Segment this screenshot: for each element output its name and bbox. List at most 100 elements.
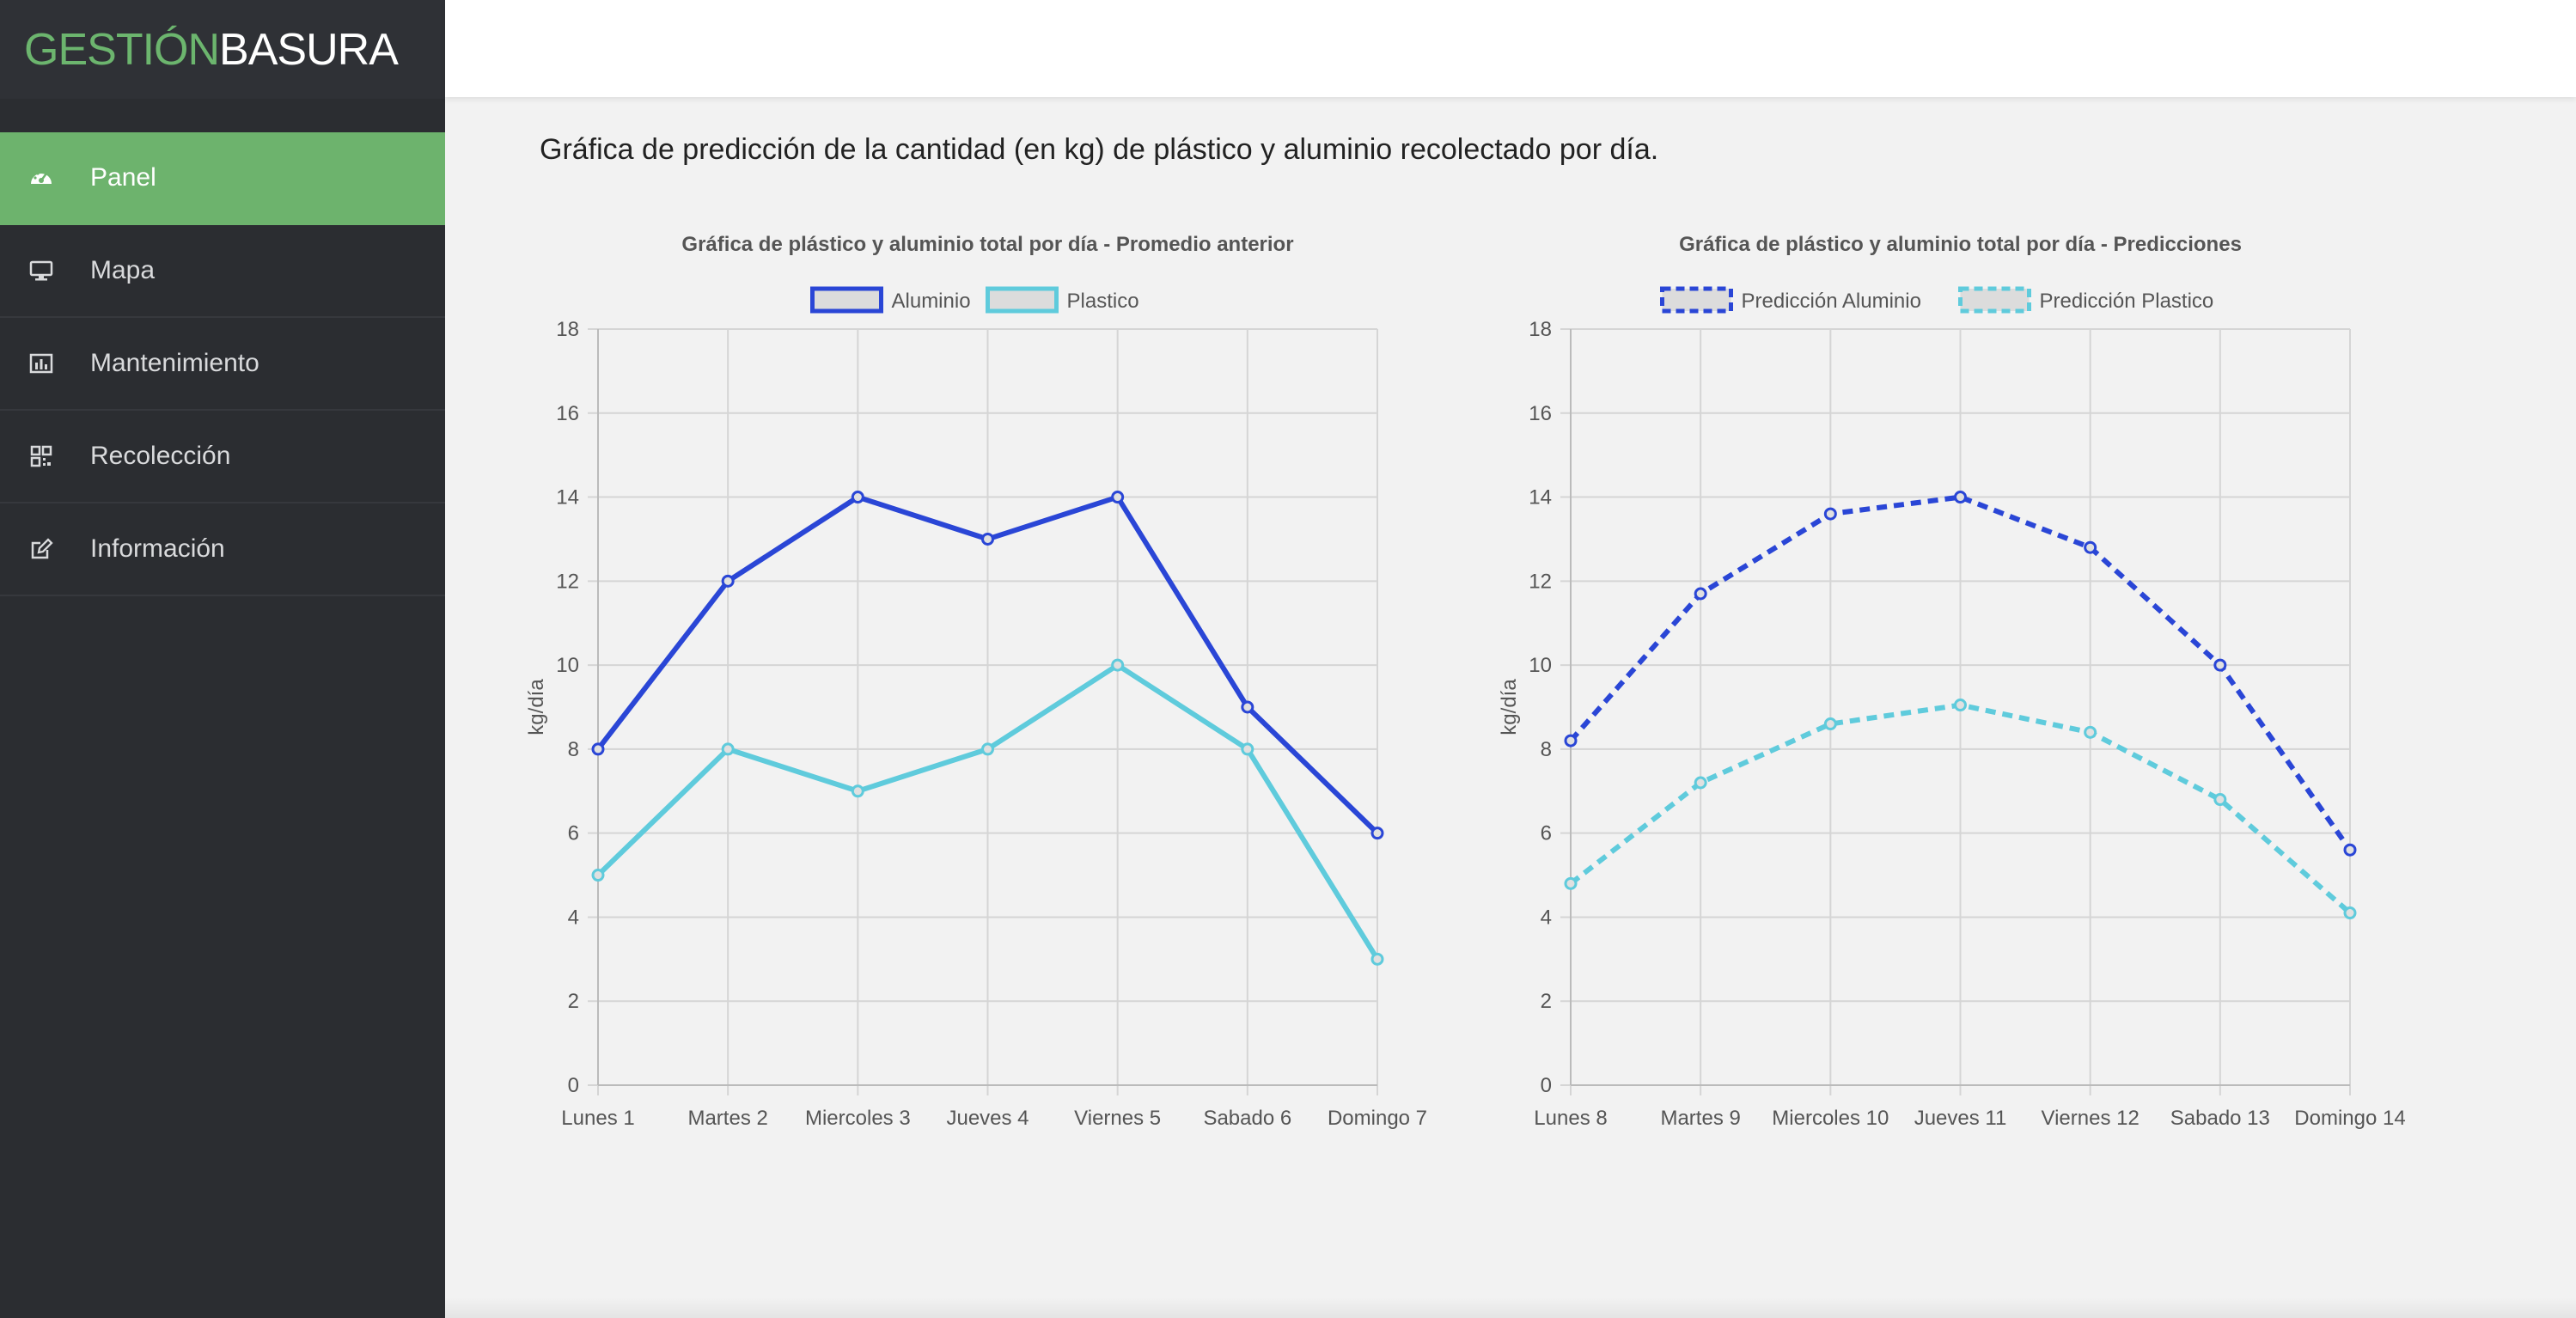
legend-label: Plastico: [1067, 290, 1139, 313]
sidebar-item-label: Mapa: [90, 256, 156, 284]
y-tick-label: 8: [568, 738, 579, 761]
chart-svg: Gráfica de plástico y aluminio total por…: [1498, 233, 2406, 1130]
data-point: [1564, 734, 1578, 747]
data-point: [721, 574, 735, 588]
data-point: [1954, 491, 1967, 504]
x-tick-label: Viernes 5: [1074, 1107, 1161, 1130]
data-point: [1370, 827, 1384, 840]
y-tick-label: 6: [568, 822, 579, 845]
chart-title: Gráfica de plástico y aluminio total por…: [1679, 233, 2242, 256]
data-point: [981, 532, 994, 546]
top-bar: [445, 0, 2576, 97]
sidebar-item-mapa[interactable]: Mapa: [0, 225, 445, 318]
sidebar-menu: Panel Mapa Mantenimiento Recolección Inf…: [0, 132, 445, 596]
data-point: [1823, 717, 1837, 731]
data-point: [2343, 843, 2357, 857]
sidebar-item-label: Panel: [90, 163, 156, 192]
data-point: [2343, 906, 2357, 920]
logo-part-1: GESTIÓN: [24, 24, 220, 75]
data-point: [1241, 742, 1254, 756]
legend-swatch: [1958, 286, 2031, 314]
legend-swatch: [810, 286, 883, 314]
legend-swatch: [1660, 286, 1733, 314]
data-point: [2084, 725, 2097, 739]
data-point: [591, 869, 605, 882]
sidebar-item-label: Mantenimiento: [90, 349, 259, 377]
x-tick-label: Sabado 13: [2170, 1107, 2270, 1130]
data-point: [1823, 507, 1837, 521]
data-point: [851, 784, 864, 798]
y-axis-label: kg/día: [525, 679, 548, 735]
sidebar-item-label: Recolección: [90, 442, 231, 470]
x-tick-label: Domingo 7: [1328, 1107, 1427, 1130]
x-tick-label: Miercoles 10: [1772, 1107, 1889, 1130]
y-tick-label: 18: [1529, 318, 1552, 341]
data-point: [1694, 587, 1707, 601]
sidebar-item-panel[interactable]: Panel: [0, 132, 445, 225]
x-tick-label: Sabado 6: [1203, 1107, 1291, 1130]
data-point: [851, 491, 864, 504]
edit-icon: [28, 536, 54, 562]
legend-swatch: [986, 286, 1059, 314]
data-point: [1241, 700, 1254, 714]
legend-label: Aluminio: [892, 290, 971, 313]
logo-part-2: BASURA: [219, 24, 399, 75]
y-tick-label: 0: [568, 1074, 579, 1097]
data-point: [1111, 491, 1125, 504]
sidebar-item-recoleccion[interactable]: Recolección: [0, 411, 445, 503]
data-point: [1564, 876, 1578, 890]
x-tick-label: Jueves 4: [946, 1107, 1029, 1130]
y-tick-label: 12: [556, 570, 579, 593]
y-tick-label: 10: [556, 654, 579, 677]
y-tick-label: 14: [556, 486, 579, 510]
legend-label: Predicción Plastico: [2040, 290, 2214, 313]
x-tick-label: Jueves 11: [1914, 1107, 2007, 1130]
data-point: [1111, 658, 1125, 672]
y-tick-label: 4: [1541, 906, 1552, 929]
chart-promedio-anterior: Gráfica de plástico y aluminio total por…: [498, 215, 1478, 1151]
y-tick-label: 2: [1541, 990, 1552, 1013]
data-point: [591, 742, 605, 756]
y-tick-label: 10: [1529, 654, 1552, 677]
data-point: [2213, 658, 2227, 672]
legend-item: Predicción Aluminio: [1660, 286, 1921, 314]
x-tick-label: Domingo 14: [2294, 1107, 2405, 1130]
data-point: [981, 742, 994, 756]
legend-label: Predicción Aluminio: [1742, 290, 1921, 313]
y-tick-label: 6: [1541, 822, 1552, 845]
y-tick-label: 16: [556, 402, 579, 425]
bottom-shadow: [445, 1297, 2576, 1318]
dashboard-icon: [28, 165, 54, 191]
y-tick-label: 18: [556, 318, 579, 341]
data-point: [721, 742, 735, 756]
chart-predicciones: Gráfica de plástico y aluminio total por…: [1471, 215, 2451, 1151]
y-tick-label: 16: [1529, 402, 1552, 425]
data-point: [1954, 699, 1967, 712]
legend-item: Predicción Plastico: [1958, 286, 2214, 314]
x-tick-label: Lunes 1: [561, 1107, 634, 1130]
y-tick-label: 0: [1541, 1074, 1552, 1097]
y-tick-label: 14: [1529, 486, 1552, 510]
data-point: [2213, 793, 2227, 807]
sidebar-item-informacion[interactable]: Información: [0, 503, 445, 596]
x-tick-label: Martes 2: [687, 1107, 767, 1130]
chart-title: Gráfica de plástico y aluminio total por…: [681, 233, 1293, 256]
app-logo[interactable]: GESTIÓN BASURA: [0, 0, 445, 99]
y-axis-label: kg/día: [1498, 679, 1521, 735]
monitor-icon: [28, 258, 54, 284]
y-tick-label: 2: [568, 990, 579, 1013]
x-tick-label: Lunes 8: [1534, 1107, 1607, 1130]
data-point: [1370, 952, 1384, 966]
sidebar-item-label: Información: [90, 534, 225, 563]
page-title: Gráfica de predicción de la cantidad (en…: [540, 133, 1659, 166]
x-tick-label: Miercoles 3: [805, 1107, 911, 1130]
bar-chart-icon: [28, 351, 54, 376]
sidebar-item-mantenimiento[interactable]: Mantenimiento: [0, 318, 445, 411]
y-tick-label: 4: [568, 906, 579, 929]
legend-item: Plastico: [986, 286, 1139, 314]
x-tick-label: Viernes 12: [2042, 1107, 2140, 1130]
y-tick-label: 12: [1529, 570, 1552, 593]
y-tick-label: 8: [1541, 738, 1552, 761]
data-point: [1694, 776, 1707, 790]
sidebar: GESTIÓN BASURA Panel Mapa Mantenimiento R…: [0, 0, 445, 1318]
